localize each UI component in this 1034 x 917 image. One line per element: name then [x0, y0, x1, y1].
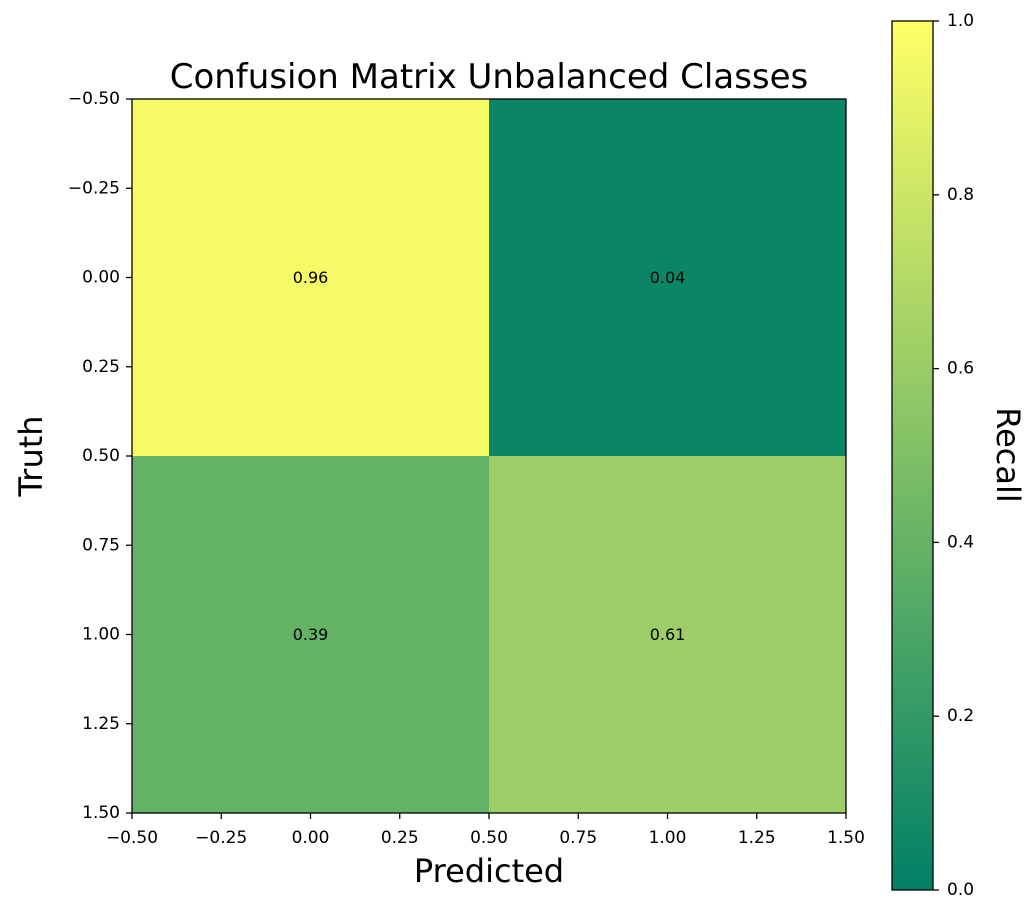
colorbar-tick-label: 0.2: [947, 706, 974, 726]
x-tick-label: 0.50: [470, 828, 508, 848]
y-axis: −0.50 −0.25 0.00 0.25 0.50 0.75 1.00 1.25 1.50: [68, 89, 132, 823]
cell-value-label: 0.04: [650, 268, 686, 287]
cell-value-label: 0.96: [293, 268, 329, 287]
y-tick-label: −0.50: [68, 89, 120, 109]
heatmap-cells: [132, 99, 846, 813]
colorbar-tick-label: 0.4: [947, 532, 974, 552]
colorbar: [892, 21, 933, 890]
colorbar-tick-label: 0.6: [947, 359, 974, 379]
heatmap-cell-1-0: [132, 456, 489, 813]
y-tick-label: −0.25: [68, 178, 120, 198]
chart-title: Confusion Matrix Unbalanced Classes: [170, 57, 809, 97]
x-tick-label: 1.50: [827, 828, 865, 848]
cell-value-label: 0.39: [293, 625, 329, 644]
x-tick-label: 0.25: [381, 828, 419, 848]
x-tick-label: 1.25: [738, 828, 776, 848]
x-axis-label: Predicted: [414, 852, 564, 890]
cell-value-label: 0.61: [650, 625, 686, 644]
x-tick-label: −0.50: [106, 828, 158, 848]
y-tick-label: 0.75: [82, 535, 120, 555]
x-tick-label: 1.00: [649, 828, 687, 848]
y-axis-label: Truth: [12, 415, 50, 497]
colorbar-label: Recall: [989, 407, 1027, 502]
y-tick-label: 0.25: [82, 357, 120, 377]
colorbar-tick-label: 1.0: [947, 11, 974, 31]
y-tick-label: 0.00: [82, 268, 120, 288]
cell-labels: 0.96 0.04 0.39 0.61: [293, 268, 686, 644]
colorbar-axis: 0.0 0.2 0.4 0.6 0.8 1.0: [933, 11, 974, 900]
x-tick-label: −0.25: [195, 828, 247, 848]
colorbar-frame: [891, 20, 934, 891]
y-tick-label: 1.25: [82, 714, 120, 734]
y-tick-label: 1.00: [82, 625, 120, 645]
heatmap-cell-0-0: [132, 99, 489, 456]
colorbar-tick-label: 0.8: [947, 185, 974, 205]
heatmap-cell-1-1: [489, 456, 846, 813]
x-tick-label: 0.75: [559, 828, 597, 848]
heatmap-cell-0-1: [489, 99, 846, 456]
x-tick-label: 0.00: [292, 828, 330, 848]
x-axis: −0.50 −0.25 0.00 0.25 0.50 0.75 1.00 1.25 1.50: [106, 813, 865, 848]
colorbar-tick-label: 0.0: [947, 880, 974, 900]
y-tick-label: 1.50: [82, 803, 120, 823]
y-tick-label: 0.50: [82, 446, 120, 466]
